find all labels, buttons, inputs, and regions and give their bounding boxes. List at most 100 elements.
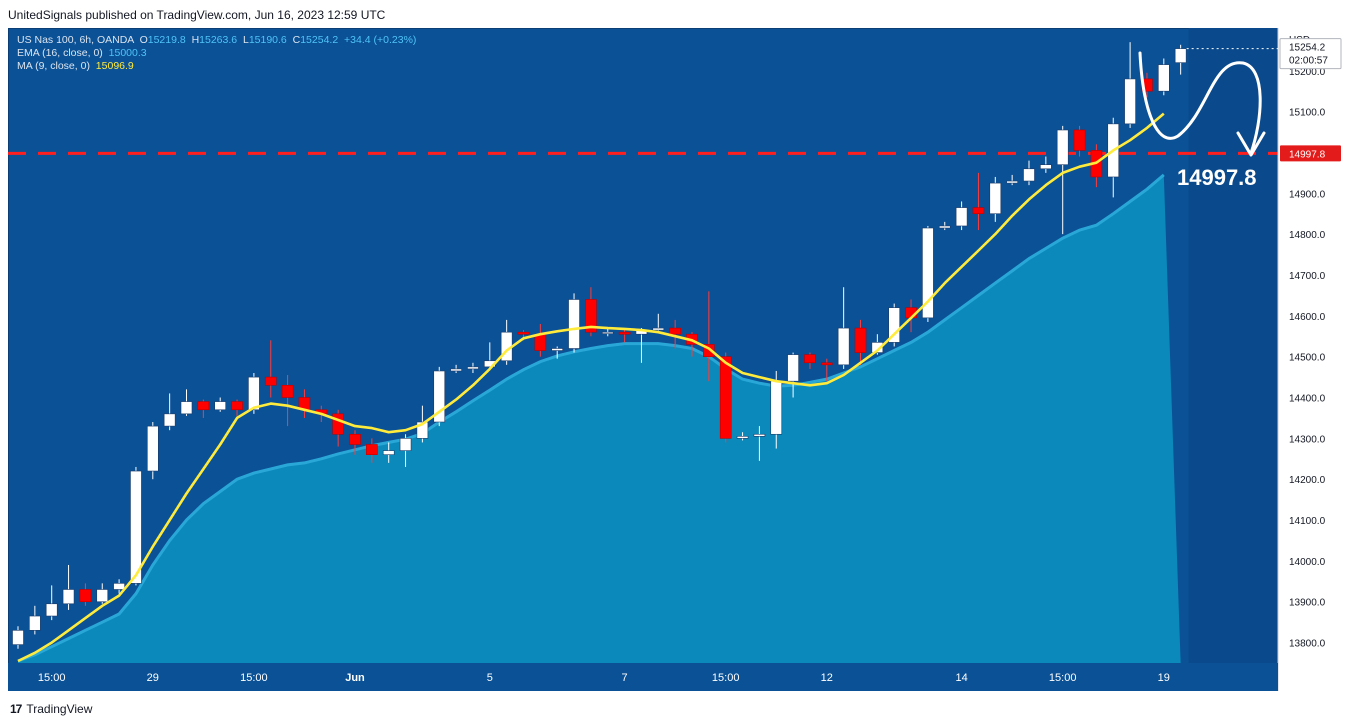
- candle-body: [989, 182, 1002, 215]
- candle: [298, 389, 311, 418]
- candle: [820, 358, 833, 382]
- level-price-tag-bg: [1280, 145, 1341, 162]
- candle-body: [601, 331, 614, 334]
- candle: [1040, 156, 1052, 173]
- time-axis: 15:00 29 15:00 Jun 5 7 15:00 12 14 15:00 19: [8, 663, 1278, 691]
- candle-body: [62, 589, 75, 605]
- price-chart[interactable]: 14997.8 USD13800.013900.014000.014100.01…: [8, 28, 1345, 691]
- candle: [837, 287, 850, 369]
- candle-body: [736, 436, 749, 439]
- candle: [214, 397, 226, 412]
- footer-brand: TradingView: [26, 702, 93, 716]
- price-tick-label: 14300.0: [1289, 434, 1326, 445]
- candle-body: [433, 370, 446, 423]
- price-tick-label: 14700.0: [1289, 271, 1326, 282]
- candle-body: [79, 589, 92, 603]
- candle-body: [467, 366, 479, 370]
- candle: [989, 176, 1002, 222]
- candle: [787, 352, 799, 398]
- time-tick-label: 7: [622, 672, 628, 684]
- candle-body: [382, 450, 395, 455]
- time-tick-label: 15:00: [240, 672, 268, 684]
- candle: [231, 399, 243, 416]
- ma-9-path: [17, 112, 1165, 663]
- candle-body: [281, 384, 294, 398]
- legend-low: 15190.6: [248, 34, 287, 46]
- candle-body: [1158, 64, 1170, 92]
- price-tick-label: 14000.0: [1289, 557, 1326, 568]
- candle-body: [585, 299, 597, 333]
- candle-body: [163, 413, 176, 427]
- candle: [399, 434, 412, 467]
- candle: [180, 389, 193, 416]
- price-tick-label: 13900.0: [1289, 598, 1326, 609]
- price-tick-label: 14900.0: [1289, 189, 1326, 200]
- legend-ohlc-row: US Nas 100, 6h, OANDA O15219.8 H15263.6 …: [17, 34, 417, 46]
- candle: [197, 399, 210, 418]
- legend-close: 15254.2: [300, 34, 339, 46]
- candle: [1141, 72, 1153, 98]
- candle-body: [770, 380, 783, 435]
- legend-ma-label: MA (9, close, 0): [17, 60, 90, 72]
- candle: [1090, 144, 1103, 188]
- candle: [366, 438, 378, 463]
- time-axis-bg: [8, 663, 1278, 691]
- candle: [467, 362, 479, 374]
- candle: [804, 352, 816, 369]
- candle: [163, 393, 176, 431]
- candle-body: [888, 307, 901, 343]
- price-tick-label: 14400.0: [1289, 394, 1326, 405]
- candle: [45, 585, 58, 621]
- candle: [1056, 125, 1069, 235]
- time-tick-label: 5: [487, 672, 493, 684]
- candle-body: [955, 207, 968, 227]
- time-tick-label: Jun: [345, 672, 365, 684]
- candle: [113, 579, 125, 594]
- candle: [854, 319, 867, 365]
- time-tick-label: 12: [821, 672, 833, 684]
- price-tick-label: 14600.0: [1289, 312, 1326, 323]
- price-tick-label: 14500.0: [1289, 353, 1326, 364]
- candle: [264, 340, 277, 398]
- candle-body: [669, 327, 681, 335]
- candle-body: [938, 225, 951, 229]
- candle: [618, 328, 631, 343]
- candle: [1158, 58, 1170, 96]
- candle-body: [517, 331, 530, 335]
- candle: [888, 303, 901, 347]
- candle: [62, 564, 75, 610]
- candle-body: [1141, 78, 1153, 92]
- candle: [12, 626, 24, 649]
- candle-body: [922, 227, 934, 319]
- price-axis-bg: [1278, 28, 1345, 691]
- footer: 17 TradingView: [10, 702, 92, 716]
- candle: [703, 291, 715, 382]
- legend-ema-label: EMA (16, close, 0): [17, 47, 103, 59]
- legend-ma-row: MA (9, close, 0) 15096.9: [17, 60, 416, 73]
- candle-body: [1174, 48, 1187, 63]
- candle-body: [820, 362, 833, 366]
- current-price-tag-bg: [1279, 38, 1342, 70]
- candle-body: [551, 348, 564, 351]
- candle: [551, 346, 564, 359]
- candle-body: [1056, 129, 1069, 166]
- annotation-level-text: 14997.8: [1177, 165, 1257, 190]
- ema-16-line: [17, 173, 1165, 663]
- annotation: 14997.8: [1138, 51, 1266, 190]
- time-tick-label: 29: [147, 672, 159, 684]
- current-price-tag: 15254.2 02:00:57: [1279, 38, 1342, 70]
- candle: [568, 293, 580, 353]
- candle-body: [568, 299, 580, 349]
- candle: [601, 328, 614, 337]
- price-tick-label: 13800.0: [1289, 639, 1326, 650]
- price-tick-label: 15100.0: [1289, 108, 1326, 119]
- candle-body: [96, 589, 109, 603]
- candle: [332, 409, 344, 447]
- tradingview-logo-icon: 17: [10, 702, 22, 716]
- candle: [147, 422, 159, 480]
- candle-body: [871, 342, 884, 353]
- candle-body: [332, 413, 344, 435]
- candle-body: [214, 401, 226, 411]
- candle-body: [719, 356, 732, 439]
- legend-symbol: US Nas 100, 6h, OANDA: [17, 34, 134, 46]
